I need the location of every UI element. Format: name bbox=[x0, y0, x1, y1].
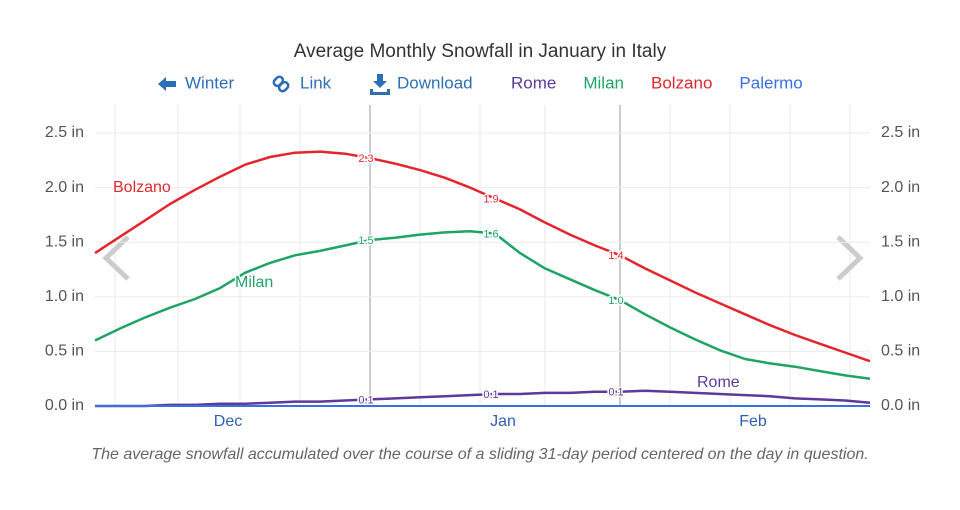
x-tick-label: Dec bbox=[214, 413, 242, 430]
legend-entry[interactable]: Rome bbox=[511, 73, 556, 92]
arrow-icon bbox=[158, 77, 176, 91]
y2-tick-label: 1.5 in bbox=[881, 233, 920, 250]
y-tick-label: 0.0 in bbox=[45, 397, 84, 414]
legend: Rome Milan Bolzano Palermo bbox=[511, 73, 803, 92]
y-tick-label: 2.0 in bbox=[45, 179, 84, 196]
series-line bbox=[95, 389, 871, 408]
series-label: Milan bbox=[235, 274, 273, 291]
value-label: 0.1 bbox=[358, 394, 373, 406]
prev-arrow[interactable] bbox=[102, 235, 130, 281]
y2-tick-label: 0.0 in bbox=[881, 397, 920, 414]
x-tick-label: Jan bbox=[490, 413, 516, 430]
x-tick-label: Feb bbox=[739, 413, 767, 430]
value-label: 2.3 bbox=[358, 153, 373, 165]
nav-winter[interactable]: Winter bbox=[158, 73, 234, 92]
value-label: 1.0 bbox=[608, 295, 623, 307]
value-label: 1.5 bbox=[358, 235, 373, 247]
series-label: Rome bbox=[697, 374, 740, 391]
y-tick-label: 0.5 in bbox=[45, 343, 84, 360]
legend-entry[interactable]: Milan bbox=[583, 73, 624, 92]
y-tick-label: 2.5 in bbox=[45, 124, 84, 141]
download-icon bbox=[370, 74, 390, 95]
value-label: 1.4 bbox=[608, 250, 623, 262]
marker-lines bbox=[369, 105, 621, 406]
chart-title: Average Monthly Snowfall in January in I… bbox=[294, 41, 667, 62]
link-icon bbox=[272, 75, 290, 93]
nav-link[interactable]: Link bbox=[272, 73, 332, 93]
y-tick-label: 1.5 in bbox=[45, 233, 84, 250]
y-tick-label: 1.0 in bbox=[45, 288, 84, 305]
caption: The average snowfall accumulated over th… bbox=[91, 446, 869, 463]
y2-tick-label: 1.0 in bbox=[881, 288, 920, 305]
value-label: 1.9 bbox=[483, 193, 498, 205]
legend-entry[interactable]: Bolzano bbox=[651, 73, 712, 92]
value-label: 0.1 bbox=[608, 387, 623, 399]
nav-download[interactable]: Download bbox=[370, 73, 473, 95]
y2-tick-label: 2.0 in bbox=[881, 179, 920, 196]
series-line bbox=[94, 150, 871, 363]
nav-label[interactable]: Download bbox=[397, 73, 473, 92]
series-line bbox=[94, 230, 871, 380]
y2-tick-label: 2.5 in bbox=[881, 124, 920, 141]
vertical-grid bbox=[114, 105, 851, 406]
y2-tick-label: 0.5 in bbox=[881, 343, 920, 360]
series-label: Bolzano bbox=[113, 179, 171, 196]
legend-entry[interactable]: Palermo bbox=[739, 73, 802, 92]
value-label: 1.6 bbox=[483, 228, 498, 240]
nav-label[interactable]: Winter bbox=[185, 73, 234, 92]
next-arrow[interactable] bbox=[836, 235, 864, 281]
nav-label[interactable]: Link bbox=[300, 73, 332, 92]
value-label: 0.1 bbox=[483, 389, 498, 401]
